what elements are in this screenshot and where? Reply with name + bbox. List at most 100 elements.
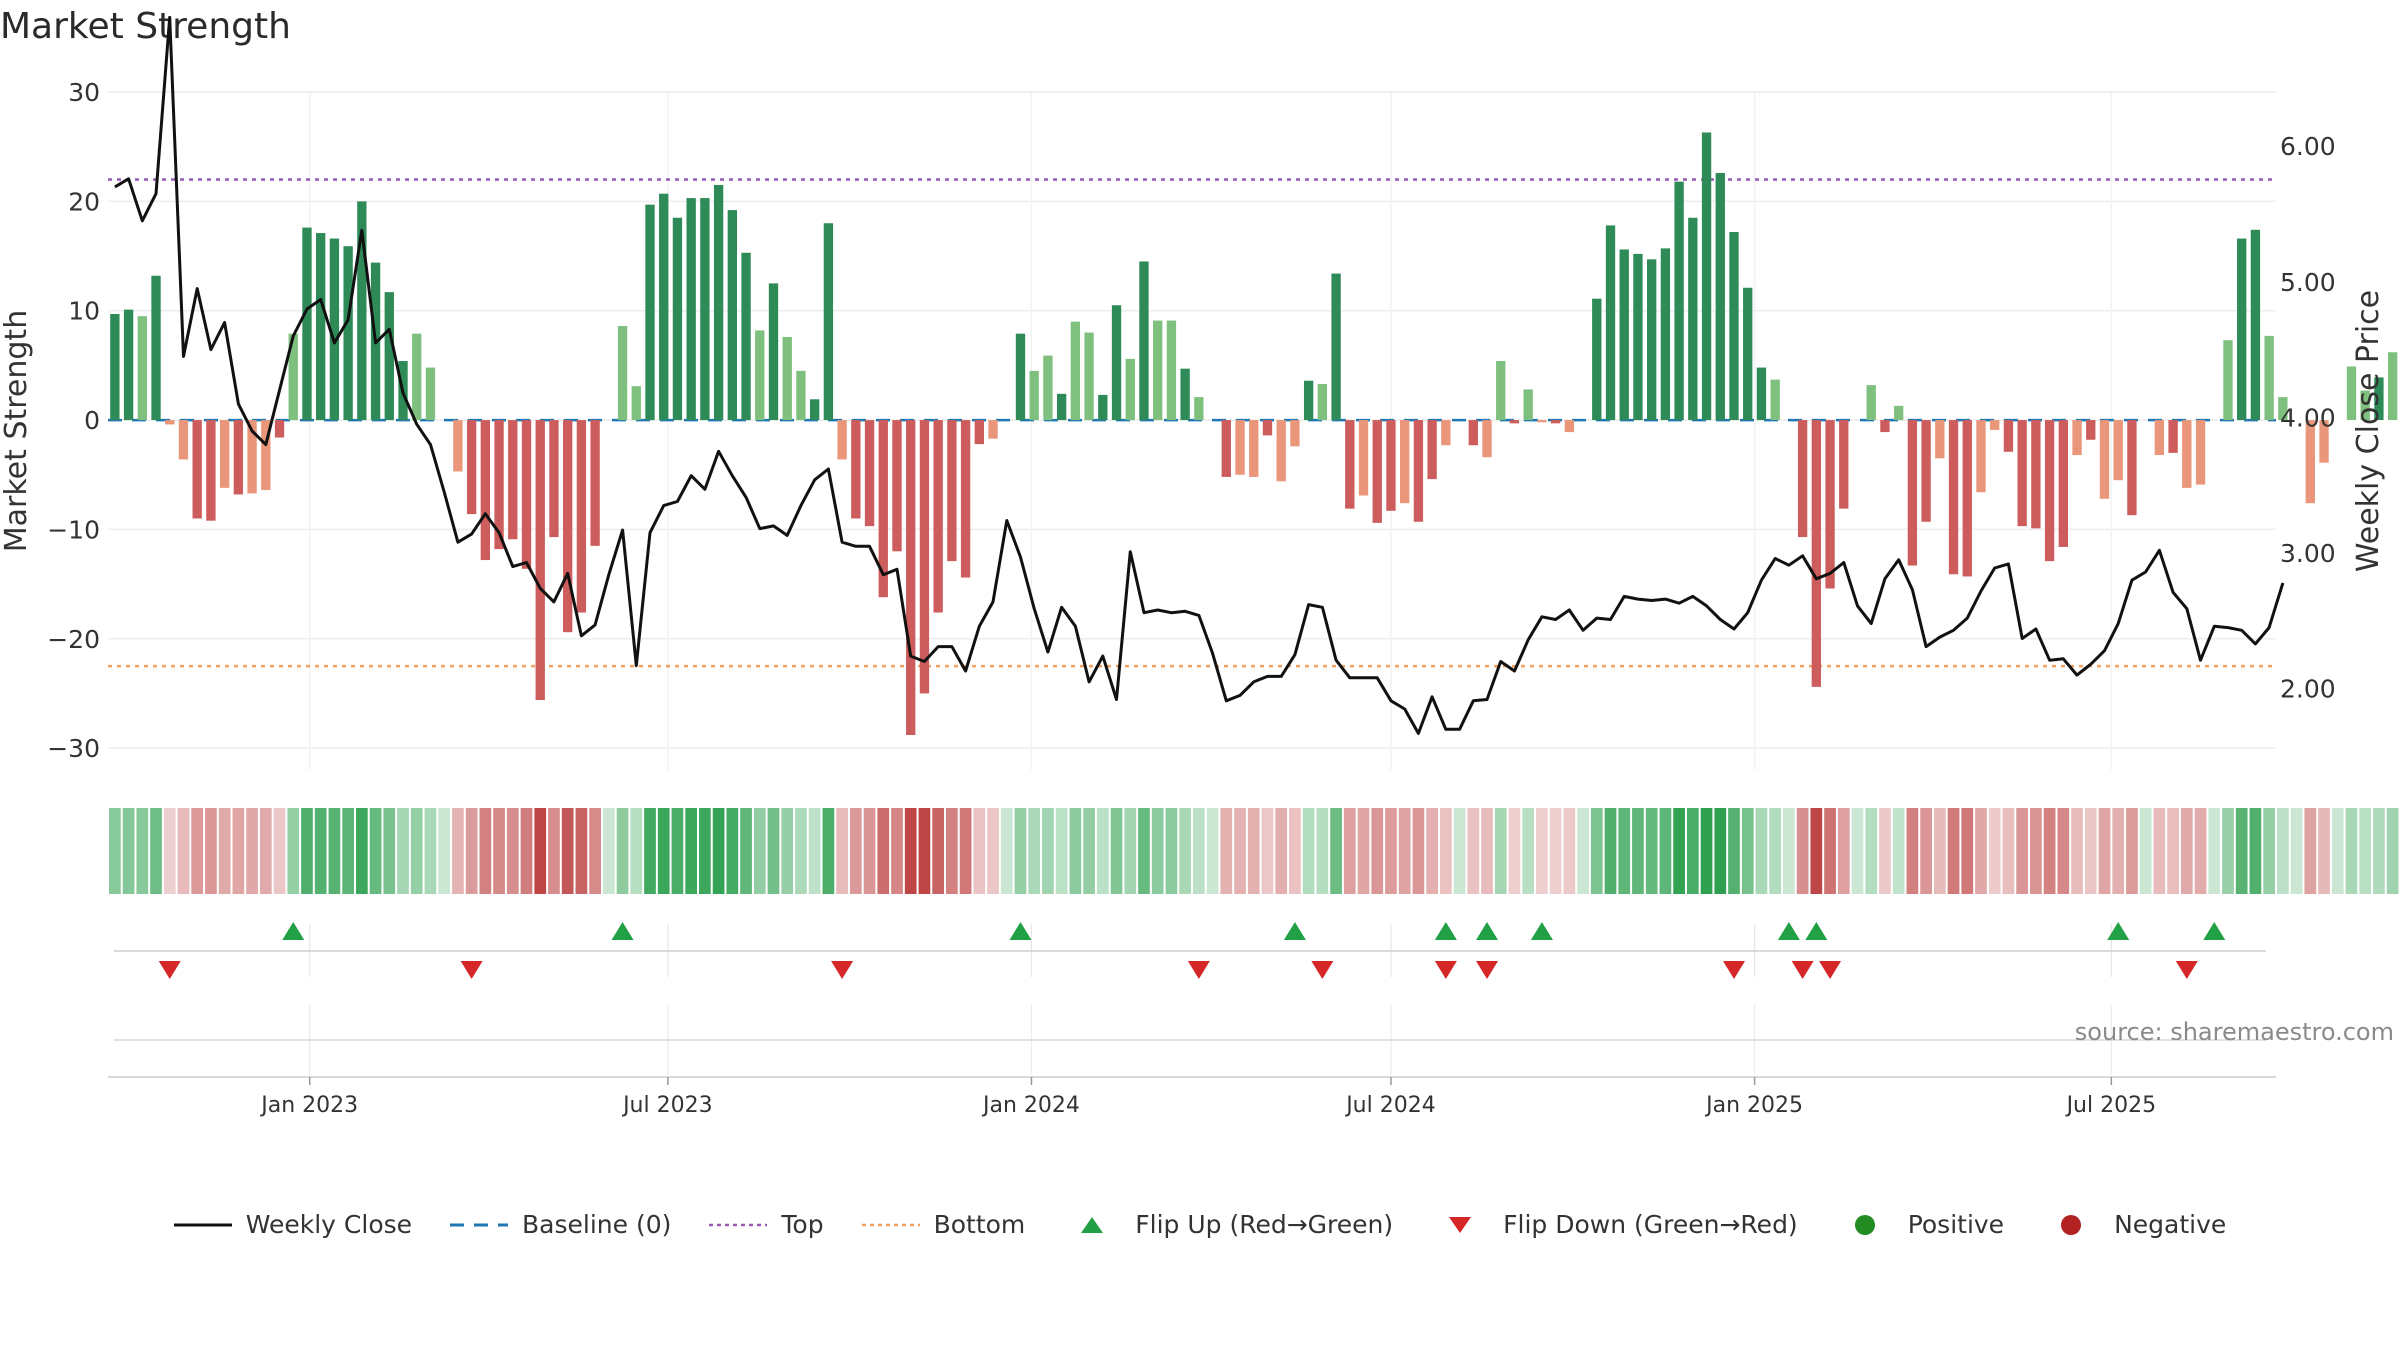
flip-markers	[114, 922, 2266, 979]
strip-cell	[1357, 808, 1370, 894]
strip-cell	[1618, 808, 1631, 894]
strength-bar	[1880, 420, 1890, 433]
strength-bar	[1674, 181, 1684, 421]
strength-bar	[1400, 420, 1410, 504]
legend-symbol-icon	[709, 1223, 768, 1226]
strip-cell	[1522, 808, 1535, 894]
legend-item: Negative	[2042, 1210, 2226, 1239]
strip-cell	[1138, 808, 1150, 894]
strip-cell	[2345, 808, 2358, 894]
y2-tick-label: 6.00	[2280, 132, 2336, 161]
strength-bar	[1825, 420, 1835, 589]
strip-cell	[1110, 808, 1123, 894]
strip-cell	[1810, 808, 1823, 894]
legend-symbol-icon	[2061, 1214, 2082, 1235]
strength-bar	[631, 386, 641, 421]
strength-bar	[672, 217, 683, 421]
strength-bar	[1139, 261, 1149, 421]
strip-cell	[2043, 808, 2056, 894]
strength-bar	[1866, 385, 1876, 421]
strength-bar	[974, 420, 984, 445]
flip-down-marker	[158, 961, 181, 979]
y-axis-title: Market Strength	[0, 310, 34, 552]
strip-cell	[1508, 808, 1521, 894]
strip-cell	[959, 808, 972, 894]
y-tick-label: −30	[47, 734, 100, 763]
strength-bar	[274, 420, 285, 438]
strength-bar	[1976, 420, 1986, 493]
strength-bar	[1715, 172, 1725, 421]
strength-bar	[1166, 320, 1177, 421]
strip-cell	[1371, 808, 1384, 894]
strength-bar	[2154, 420, 2165, 456]
strip-cell	[1330, 808, 1342, 894]
strip-cell	[932, 808, 945, 894]
flip-up-marker	[282, 922, 305, 940]
strength-bar	[919, 420, 930, 694]
grid-lines	[108, 91, 2276, 1075]
strip-cell	[877, 808, 890, 894]
y-tick-label: 20	[68, 187, 100, 216]
strip-cell	[2030, 808, 2042, 894]
strip-cell	[1865, 808, 1878, 894]
strength-bar	[1893, 405, 1904, 421]
strength-bar	[796, 370, 806, 421]
strip-cell	[2208, 808, 2221, 894]
strength-bar	[1125, 358, 1135, 421]
strength-bar	[1386, 420, 1396, 511]
strength-bar	[768, 283, 779, 421]
strip-cell	[740, 808, 752, 894]
strip-cell	[1412, 808, 1425, 894]
strip-cell	[671, 808, 684, 894]
strip-cell	[2153, 808, 2166, 894]
strength-bar	[206, 420, 216, 521]
strip-cell	[657, 808, 670, 894]
strip-cell	[493, 808, 505, 894]
strength-bar	[1441, 420, 1451, 446]
y-tick-label: 0	[84, 406, 100, 435]
strength-bar	[1468, 420, 1478, 446]
strip-cell	[904, 808, 917, 894]
strength-bar	[2182, 420, 2192, 488]
strip-cell	[753, 808, 766, 894]
strip-cell	[2126, 808, 2138, 894]
strip-cell	[1837, 808, 1850, 894]
strength-bar	[755, 330, 765, 421]
strength-bar	[1990, 420, 2000, 430]
strip-cell	[163, 808, 176, 894]
strip-cell	[1042, 808, 1054, 894]
strip-cell	[1494, 808, 1507, 894]
flip-down-marker	[2175, 961, 2198, 979]
strip-cell	[205, 808, 217, 894]
flip-up-marker	[611, 922, 634, 940]
strength-bar	[1550, 420, 1561, 424]
strength-bar	[2360, 390, 2370, 421]
strip-cell	[2016, 808, 2029, 894]
strength-bar	[1194, 397, 1204, 421]
strip-cell	[397, 808, 409, 894]
flip-down-marker	[1723, 961, 1745, 979]
strength-bar	[1084, 332, 1094, 421]
strip-cell	[2331, 808, 2344, 894]
strip-cell	[1673, 808, 1685, 894]
strength-bar	[110, 313, 120, 421]
strength-bar	[906, 420, 916, 736]
chart-title: Market Strength	[0, 6, 291, 47]
strength-bar	[947, 420, 957, 562]
strip-cell	[1165, 808, 1178, 894]
legend-label: Flip Up (Red→Green)	[1135, 1210, 1394, 1239]
y-tick-label: 10	[68, 297, 100, 326]
flip-up-marker	[1476, 922, 1499, 940]
legend-symbol-icon	[1854, 1214, 1875, 1235]
strength-bar	[2374, 377, 2384, 421]
strength-bar	[2346, 366, 2357, 421]
strength-bar	[1756, 367, 1767, 421]
strip-cell	[849, 808, 862, 894]
strip-cell	[1385, 808, 1397, 894]
strip-cell	[589, 808, 601, 894]
strip-cell	[1577, 808, 1589, 894]
strength-bar	[288, 333, 298, 421]
strip-cell	[2002, 808, 2015, 894]
strength-bar	[151, 275, 161, 421]
